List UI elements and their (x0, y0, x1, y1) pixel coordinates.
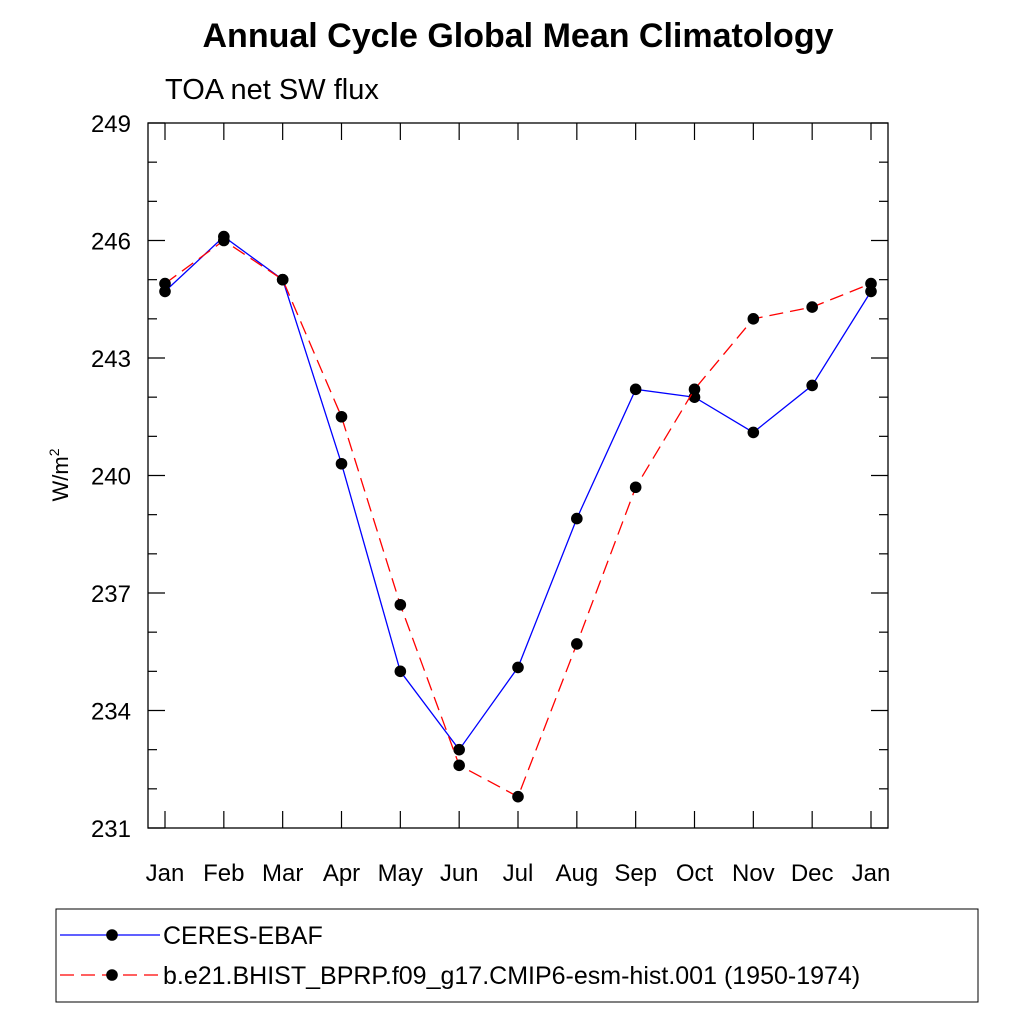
chart-title: Annual Cycle Global Mean Climatology (203, 17, 834, 55)
x-tick-label: Oct (676, 860, 714, 887)
y-axis-label: W/m2 (46, 448, 73, 501)
plot-area: 231 234 237 240 243 246 249 Jan Feb Mar Apr May Jun J… (91, 111, 890, 887)
y-tick-label: 246 (91, 229, 131, 256)
data-point (865, 277, 877, 290)
chart-subtitle: TOA net SW flux (165, 74, 379, 106)
legend: CERES-EBAF b.e21.BHIST_BPRP.f09_g17.CMIP6… (55, 908, 979, 1003)
series-1 (159, 230, 877, 756)
data-point (335, 410, 348, 423)
legend-label: CERES-EBAF (163, 922, 323, 950)
legend-box (55, 908, 979, 1003)
x-tick-label: Jul (503, 860, 534, 887)
data-point (747, 426, 760, 439)
x-tick-label: Jun (440, 860, 479, 887)
data-point (806, 379, 818, 392)
x-tick-label: Feb (203, 860, 244, 887)
data-point (688, 383, 701, 396)
legend-marker (106, 969, 118, 981)
data-point (276, 273, 289, 286)
data-point (394, 665, 407, 678)
series-line (164, 239, 872, 798)
x-tick-label: Sep (614, 860, 657, 887)
data-point (629, 481, 642, 494)
y-tick-label: 249 (91, 111, 131, 138)
x-tick-label: Nov (732, 860, 775, 887)
data-point (571, 638, 583, 650)
data-point (806, 301, 818, 313)
data-point (512, 790, 524, 803)
y-tick-label: 234 (91, 699, 131, 726)
x-tick-label: Jan (852, 860, 891, 887)
x-tick-label: Mar (262, 860, 303, 887)
x-tick-label: Apr (323, 860, 360, 887)
y-tick-label: 243 (91, 346, 131, 373)
x-tick-label: Dec (791, 860, 834, 887)
legend-marker (106, 929, 118, 941)
data-point (159, 277, 171, 290)
data-point (218, 234, 230, 247)
data-point (453, 743, 465, 756)
legend-label: b.e21.BHIST_BPRP.f09_g17.CMIP6-esm-hist.… (163, 962, 860, 990)
y-axis-label-main: W/m (48, 456, 73, 501)
x-tick-label: May (378, 860, 423, 887)
data-point (453, 759, 465, 772)
data-point (629, 383, 642, 396)
data-point (335, 457, 348, 470)
y-tick-label: 231 (91, 816, 131, 843)
data-point (394, 598, 407, 611)
x-tick-label: Jan (146, 860, 185, 887)
y-tick-label: 237 (91, 581, 131, 608)
series-2 (159, 234, 877, 803)
x-tick-label: Aug (555, 860, 598, 887)
data-point (571, 512, 583, 525)
y-tick-label: 240 (91, 464, 131, 491)
plot-frame (147, 122, 889, 829)
y-axis-label-superscript: 2 (46, 448, 62, 456)
data-point (747, 313, 760, 325)
data-point (512, 661, 524, 674)
